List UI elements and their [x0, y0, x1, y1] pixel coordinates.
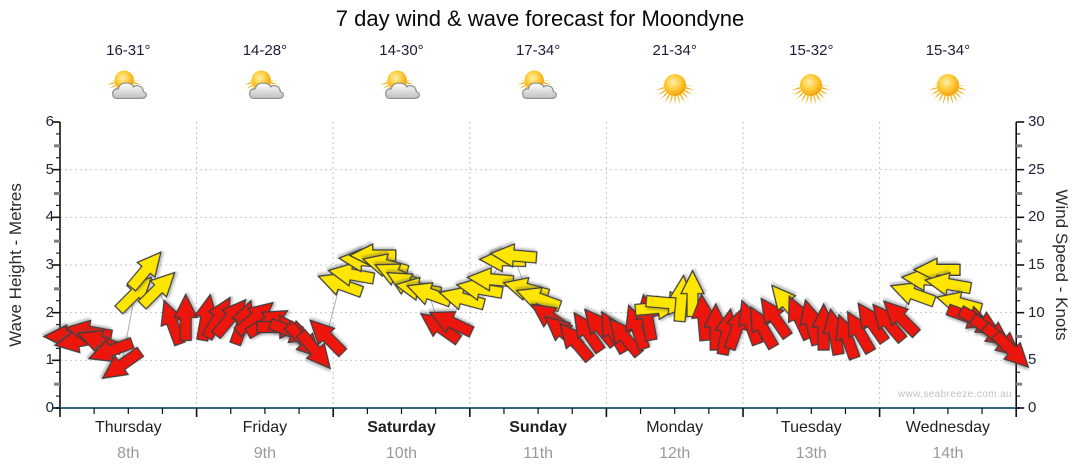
temperature-range: 14-30°	[379, 42, 424, 59]
wind-arrow	[465, 266, 515, 292]
day-name-label: Saturday	[367, 419, 436, 436]
day-name-label: Sunday	[509, 419, 567, 436]
wind-arrow	[991, 329, 1030, 369]
wind-arrow	[317, 272, 365, 298]
day-header-tuesday: 15-32°	[743, 42, 880, 113]
gridlines	[60, 122, 1017, 408]
wind-arrow	[326, 262, 376, 287]
day-header-saturday: 14-30°	[333, 42, 470, 113]
day-name-label: Thursday	[94, 419, 162, 436]
wind-speed-tick-label: 15	[1028, 256, 1045, 273]
wind-arrow	[760, 297, 794, 341]
wind-arrow	[749, 305, 780, 351]
day-header-thursday: 16-31°	[60, 42, 197, 113]
wind-arrow	[923, 271, 973, 297]
weather-icon-slot	[880, 62, 1017, 113]
day-header-wednesday: 15-34°	[880, 42, 1017, 113]
day-name-label: Friday	[242, 419, 288, 436]
day-date-label: 10th	[385, 445, 418, 462]
temperature-range: 16-31°	[106, 42, 151, 59]
wind-arrow	[489, 243, 538, 269]
wind-speed-tick-label: 10	[1028, 303, 1045, 321]
wind-arrow	[309, 319, 348, 358]
wind-arrow	[889, 282, 937, 308]
wave-height-tick-label: 5	[45, 160, 54, 178]
weather-icon-slot	[743, 62, 880, 113]
weather-icon-slot	[333, 62, 470, 113]
temperature-range: 14-28°	[242, 42, 288, 59]
sun-icon	[655, 73, 695, 106]
seabreeze-watermark: www.seabreeze.com.au	[897, 389, 1012, 400]
wind-arrow	[428, 311, 475, 338]
sun-cloud-icon	[243, 70, 284, 99]
temperature-range: 21-34°	[652, 42, 697, 59]
wave-height-tick-label: 4	[45, 208, 54, 226]
day-name-label: Tuesday	[780, 419, 842, 436]
axes	[52, 121, 1025, 417]
sun-cloud-icon	[517, 70, 558, 99]
day-date-label: 12th	[659, 445, 691, 462]
temperature-range: 15-34°	[925, 42, 971, 59]
sun-icon	[791, 73, 832, 106]
wave-height-tick-label: 3	[45, 256, 54, 273]
temperature-range: 15-32°	[789, 42, 834, 59]
wind-arrow	[872, 303, 908, 345]
weather-icon-slot	[470, 62, 607, 113]
wind-arrow	[137, 271, 176, 310]
wind-speed-tick-label: 0	[1028, 399, 1037, 416]
wind-arrows	[42, 242, 1030, 380]
day-name-label: Wednesday	[905, 419, 990, 436]
wind-speed-tick-label: 30	[1028, 113, 1045, 130]
wind-arrow	[455, 276, 504, 302]
sun-cloud-icon	[380, 70, 421, 99]
weather-icon-slot	[197, 62, 334, 113]
wind-arrow	[101, 346, 145, 380]
day-header-sunday: 17-34°	[470, 42, 607, 113]
wave-height-tick-label: 2	[45, 303, 54, 321]
wind-arrow	[846, 310, 877, 356]
wind-arrow	[126, 251, 162, 292]
page-title: 7 day wind & wave forecast for Moondyne	[335, 6, 745, 31]
day-date-label: 8th	[117, 445, 140, 462]
day-name-label: Monday	[646, 419, 704, 436]
day-header-friday: 14-28°	[197, 42, 334, 113]
wind-arrow	[437, 286, 487, 311]
temperature-range: 17-34°	[515, 42, 561, 59]
wave-height-tick-label: 1	[45, 351, 54, 369]
cloud-icon	[522, 82, 558, 99]
day-date-label: 13th	[795, 445, 827, 462]
day-date-label: 14th	[932, 445, 964, 462]
sun-cloud-icon	[107, 70, 148, 99]
wind-arrow	[87, 336, 135, 363]
wave-height-tick-label: 0	[45, 399, 54, 416]
wind-speed-tick-label: 20	[1028, 208, 1045, 226]
day-date-label: 11th	[523, 445, 554, 462]
wind-arrow	[573, 311, 606, 355]
wind-arrow	[882, 300, 922, 339]
wind-speed-tick-label: 25	[1028, 160, 1045, 178]
weather-icon-slot	[60, 62, 197, 113]
wind-arrow	[295, 328, 332, 370]
weather-icon-slot	[606, 62, 743, 113]
wind-arrow	[114, 276, 153, 315]
day-date-label: 9th	[253, 445, 277, 462]
cloud-icon	[248, 82, 284, 99]
wind-speed-tick-label: 5	[1028, 351, 1037, 369]
wind-arrow	[173, 292, 199, 342]
wind-arrow	[857, 302, 891, 346]
day-header-monday: 21-34°	[606, 42, 743, 113]
wave-height-tick-label: 6	[45, 113, 54, 130]
sun-icon	[928, 73, 969, 106]
wind-arrow	[559, 322, 595, 364]
cloud-icon	[112, 82, 148, 99]
cloud-icon	[385, 82, 421, 99]
